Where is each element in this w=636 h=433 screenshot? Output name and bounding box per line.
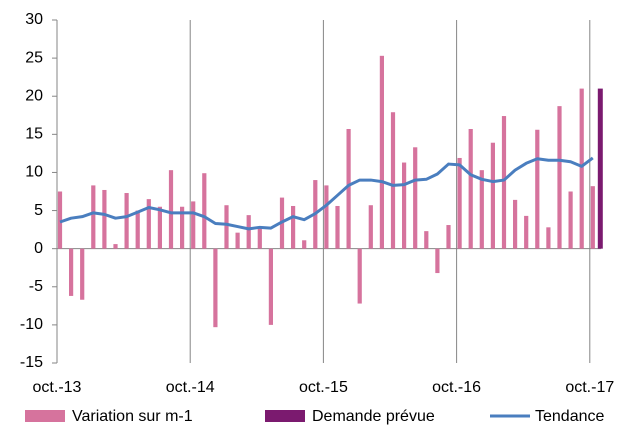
legend-swatch <box>265 410 305 422</box>
bar <box>424 231 429 249</box>
bar <box>302 240 307 249</box>
bar <box>435 248 440 274</box>
bar <box>57 191 63 249</box>
bar <box>268 248 273 325</box>
bar <box>524 215 529 249</box>
bar <box>246 215 251 249</box>
y-tick-label: -5 <box>29 278 43 295</box>
x-tick-label: oct.-13 <box>33 379 82 396</box>
bar <box>597 88 603 249</box>
bar <box>235 232 240 249</box>
bar <box>291 205 296 249</box>
x-tick-label: oct.-14 <box>166 379 215 396</box>
legend-label: Variation sur m-1 <box>72 408 193 425</box>
bar <box>69 248 74 296</box>
bar <box>180 206 185 249</box>
y-tick-label: 25 <box>25 49 43 66</box>
bar <box>568 191 573 249</box>
bar <box>579 88 584 249</box>
y-tick-label: 0 <box>34 240 43 257</box>
bar <box>457 157 462 249</box>
bar <box>224 205 229 249</box>
y-tick-label: 20 <box>25 87 43 104</box>
bar <box>191 201 196 249</box>
bar <box>546 227 551 249</box>
bar <box>490 142 495 249</box>
y-tick-label: 30 <box>25 11 43 28</box>
bar <box>379 55 384 249</box>
legend-label: Demande prévue <box>312 408 435 425</box>
y-tick-label: 5 <box>34 202 43 219</box>
bar <box>368 205 373 249</box>
y-tick-label: -10 <box>20 316 43 333</box>
bar <box>335 205 340 249</box>
bar <box>113 244 118 249</box>
bar <box>413 147 418 249</box>
x-tick-label: oct.-17 <box>565 379 614 396</box>
x-tick-label: oct.-15 <box>299 379 348 396</box>
bar <box>513 199 518 249</box>
bar <box>501 116 507 249</box>
bar <box>479 170 484 249</box>
bar <box>346 128 351 249</box>
bar <box>557 106 562 249</box>
x-tick-label: oct.-16 <box>432 379 481 396</box>
bar <box>402 162 407 249</box>
bar <box>102 189 107 249</box>
bar <box>80 248 85 300</box>
bar <box>124 193 129 249</box>
bar <box>390 112 396 249</box>
trend-line <box>59 156 594 231</box>
bar <box>324 185 329 249</box>
bar <box>590 186 595 249</box>
bar <box>213 248 218 328</box>
bar <box>535 129 540 249</box>
bar <box>157 206 162 249</box>
legend-label: Tendance <box>535 408 604 425</box>
bar <box>168 170 174 249</box>
legend-swatch <box>25 410 65 422</box>
bar <box>357 248 362 304</box>
bar <box>257 228 262 249</box>
bar <box>91 185 96 249</box>
bar <box>468 128 473 249</box>
bar <box>202 173 207 249</box>
bar <box>146 199 151 249</box>
y-tick-label: 10 <box>25 164 43 181</box>
bar <box>135 210 140 249</box>
bar <box>446 225 451 249</box>
y-tick-label: -15 <box>20 354 43 371</box>
y-tick-label: 15 <box>25 126 43 143</box>
